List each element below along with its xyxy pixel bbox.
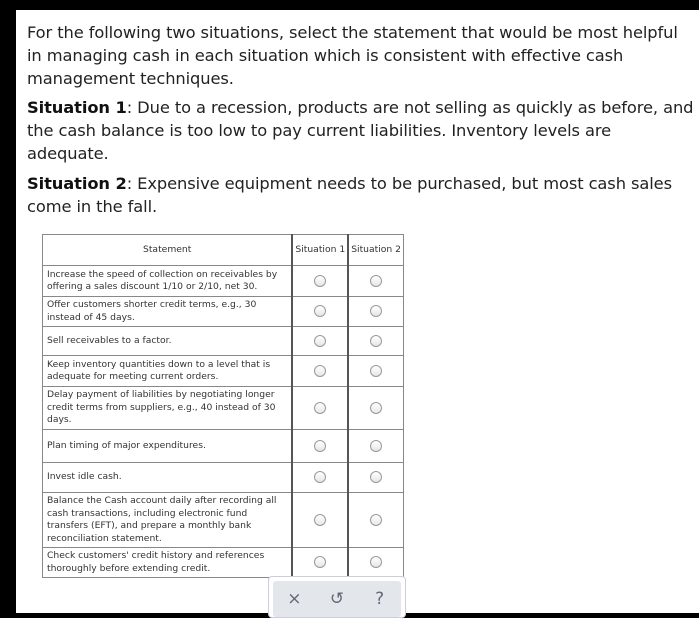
situation-2-radio[interactable] [370, 513, 383, 526]
question-intro: For the following two situations, select… [27, 23, 678, 88]
situation-1-cell [291, 386, 349, 430]
situation-2-cell [347, 462, 405, 493]
answer-toolbar: × ↺ ? [268, 576, 406, 618]
situation-2-cell [347, 296, 405, 327]
situation-2-description: Situation 2: Expensive equipment needs t… [27, 172, 697, 218]
situation-2-radio[interactable] [370, 556, 383, 568]
situation-2-radio[interactable] [370, 439, 383, 452]
situation-2-cell [347, 429, 405, 463]
table-row: Keep inventory quantities down to a leve… [42, 355, 405, 387]
situation-1-cell [291, 462, 349, 493]
table-row: Delay payment of liabilities by negotiat… [42, 386, 405, 430]
situation-1-label: Situation 1 [27, 98, 127, 117]
situation-1-cell [291, 265, 349, 297]
situation-1-radio[interactable] [314, 364, 327, 377]
table-row: Increase the speed of collection on rece… [42, 265, 405, 297]
situation-1-radio[interactable] [314, 305, 327, 317]
statement-text: Sell receivables to a factor. [42, 326, 293, 356]
situation-1-radio[interactable] [314, 471, 327, 483]
header-statement: Statement [42, 234, 293, 266]
statement-matrix: Statement Situation 1 Situation 2 Increa… [42, 234, 405, 578]
statement-text: Check customers' credit history and refe… [42, 547, 293, 578]
situation-2-cell [347, 355, 405, 387]
situation-1-cell [291, 429, 349, 463]
situation-2-radio[interactable] [370, 274, 383, 287]
situation-1-cell [291, 547, 349, 578]
situation-1-radio[interactable] [314, 513, 327, 526]
situation-2-radio[interactable] [370, 364, 383, 377]
situation-2-radio[interactable] [370, 401, 383, 414]
question-panel: For the following two situations, select… [16, 10, 699, 618]
statement-text: Offer customers shorter credit terms, e.… [42, 296, 293, 327]
situation-1-radio[interactable] [314, 439, 327, 452]
statement-text: Delay payment of liabilities by negotiat… [42, 386, 293, 430]
situation-1-text: : Due to a recession, products are not s… [27, 98, 694, 163]
situation-2-text: : Expensive equipment needs to be purcha… [27, 174, 672, 216]
situation-2-cell [347, 326, 405, 356]
help-icon[interactable]: ? [375, 589, 385, 609]
table-row: Plan timing of major expenditures. [42, 429, 405, 463]
reset-icon[interactable]: ↺ [329, 589, 345, 609]
statement-text: Invest idle cash. [42, 462, 293, 493]
table-row: Invest idle cash. [42, 462, 405, 493]
situation-1-radio[interactable] [314, 401, 327, 414]
header-situation-1: Situation 1 [291, 234, 349, 266]
situation-2-cell [347, 386, 405, 430]
situation-1-radio[interactable] [314, 274, 327, 287]
situation-1-radio[interactable] [314, 556, 327, 568]
situation-1-radio[interactable] [314, 334, 327, 347]
statement-text: Increase the speed of collection on rece… [42, 265, 293, 297]
table-row: Sell receivables to a factor. [42, 326, 405, 356]
situation-1-cell [291, 355, 349, 387]
statement-text: Plan timing of major expenditures. [42, 429, 293, 463]
situation-2-cell [347, 492, 405, 548]
situation-2-cell [347, 547, 405, 578]
table-row: Check customers' credit history and refe… [42, 547, 405, 578]
situation-1-cell [291, 296, 349, 327]
clear-icon[interactable]: × [287, 589, 302, 609]
situation-1-description: Situation 1: Due to a recession, product… [27, 96, 697, 165]
header-situation-2: Situation 2 [347, 234, 405, 266]
situation-2-label: Situation 2 [27, 174, 127, 193]
situation-2-cell [347, 265, 405, 297]
statement-text: Balance the Cash account daily after rec… [42, 492, 293, 548]
situation-1-cell [291, 492, 349, 548]
statement-text: Keep inventory quantities down to a leve… [42, 355, 293, 387]
situation-1-cell [291, 326, 349, 356]
table-row: Offer customers shorter credit terms, e.… [42, 296, 405, 327]
situation-2-radio[interactable] [370, 471, 383, 483]
situation-2-radio[interactable] [370, 305, 383, 317]
situation-2-radio[interactable] [370, 334, 383, 347]
table-row: Balance the Cash account daily after rec… [42, 492, 405, 548]
